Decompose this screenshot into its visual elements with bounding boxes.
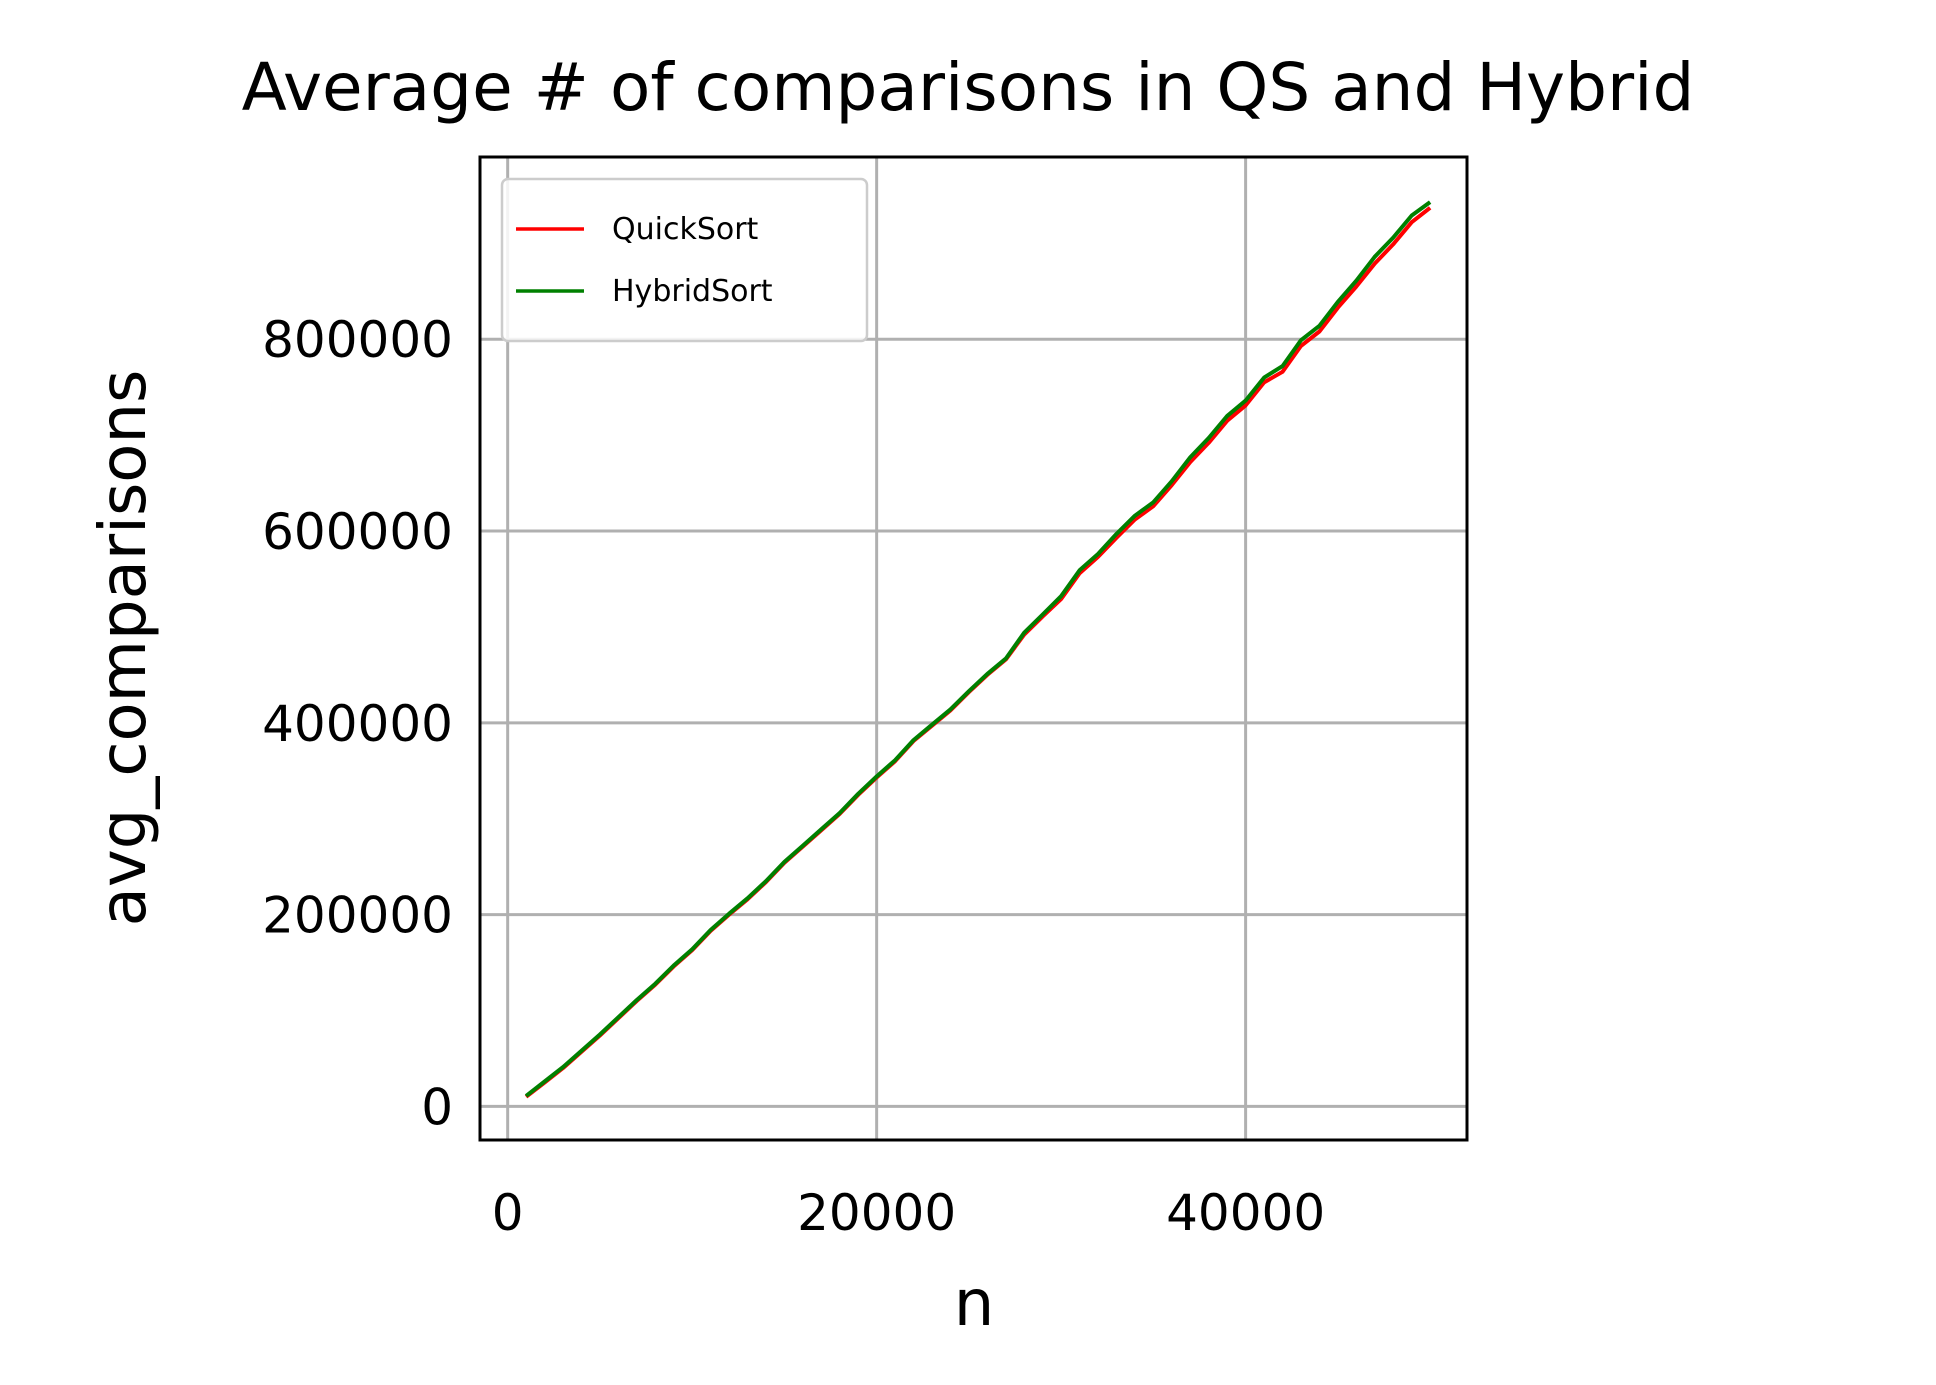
chart-title: Average # of comparisons in QS and Hybri… [242,49,1695,126]
legend-label: HybridSort [612,274,773,309]
series-lines [524,200,1432,1099]
legend-box [500,177,869,343]
x-tick-label: 20000 [797,1184,956,1242]
plot-frame [478,155,1469,1142]
legend: QuickSort HybridSort [500,177,869,343]
x-axis-title: n [954,1267,995,1341]
y-tick-label: 800000 [262,311,453,369]
x-tick-label: 40000 [1166,1184,1325,1242]
y-tick-label: 200000 [262,887,453,945]
y-tick-label: 600000 [262,503,453,561]
y-tick-label: 400000 [262,695,453,753]
y-tick-label: 0 [421,1078,453,1136]
series-line-hybridsort [524,200,1432,1098]
y-axis-title: avg_comparisons [87,370,161,927]
x-tick-label: 0 [492,1184,524,1242]
legend-label: QuickSort [612,212,759,247]
